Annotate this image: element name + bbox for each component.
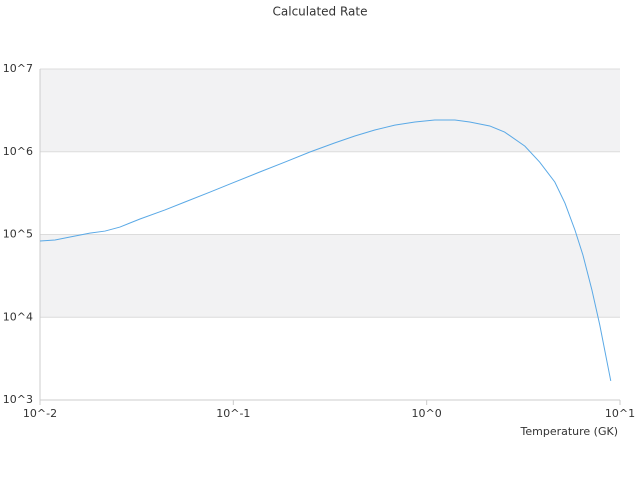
band <box>40 234 620 318</box>
band <box>40 69 620 152</box>
y-tick-label: 10^3 <box>3 393 33 406</box>
x-tick-label: 10^1 <box>605 407 635 420</box>
y-tick-label: 10^4 <box>3 310 33 323</box>
x-axis-label: Temperature (GK) <box>520 425 619 438</box>
x-tick-label: 10^-2 <box>23 407 57 420</box>
y-tick-label: 10^6 <box>3 145 33 158</box>
data-line <box>39 119 612 382</box>
x-tick-label: 10^-1 <box>216 407 250 420</box>
x-tick-label: 10^0 <box>412 407 442 420</box>
chart-title: Calculated Rate <box>273 5 368 19</box>
y-tick-label: 10^7 <box>3 62 33 75</box>
y-tick-label: 10^5 <box>3 228 33 241</box>
